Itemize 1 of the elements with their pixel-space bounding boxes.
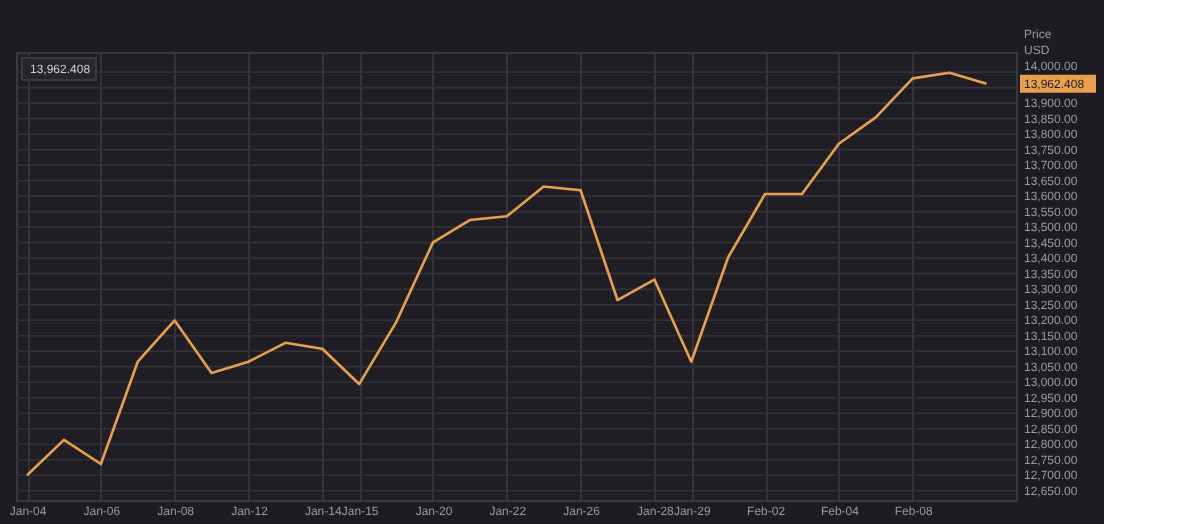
line-series [25, 71, 988, 477]
